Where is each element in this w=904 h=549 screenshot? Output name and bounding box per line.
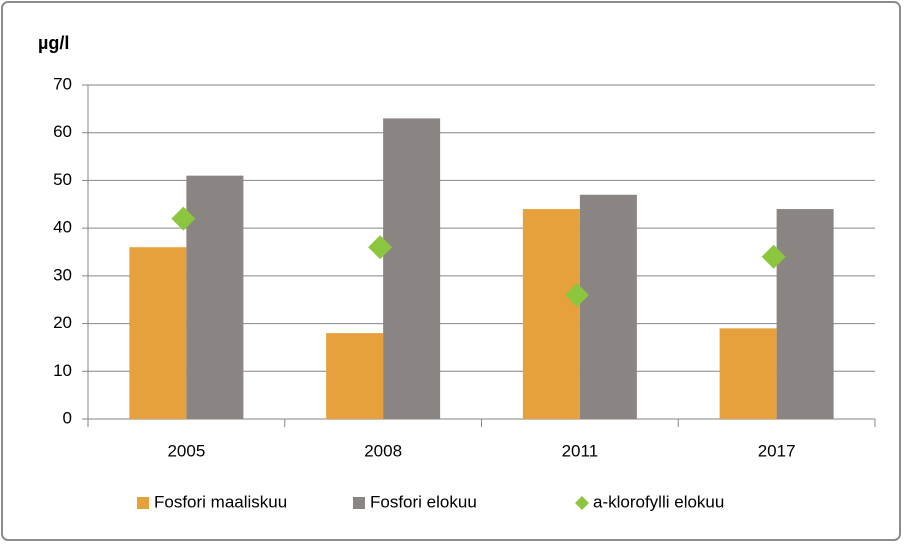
y-axis-label: µg/l — [38, 33, 69, 53]
legend-label: Fosfori maaliskuu — [154, 492, 287, 511]
y-tick-label: 50 — [53, 170, 72, 189]
y-tick-label: 20 — [53, 313, 72, 332]
legend-swatch — [353, 497, 365, 509]
bar — [129, 247, 187, 419]
x-tick-label: 2008 — [364, 441, 402, 460]
bar — [776, 209, 834, 419]
marker — [171, 206, 196, 231]
marker — [761, 244, 786, 269]
x-tick-label: 2011 — [562, 441, 599, 460]
marker — [368, 235, 393, 260]
x-tick-label: 2005 — [167, 441, 205, 460]
y-tick-label: 10 — [53, 361, 72, 380]
bar — [383, 118, 441, 420]
y-tick-label: 30 — [53, 265, 72, 284]
y-tick-label: 40 — [53, 218, 72, 237]
bar — [719, 328, 777, 419]
bar — [326, 333, 384, 419]
legend-swatch — [137, 497, 149, 509]
legend-label: a-klorofylli elokuu — [593, 492, 724, 511]
y-tick-label: 70 — [53, 74, 72, 93]
legend-marker — [575, 496, 589, 510]
bar — [579, 194, 637, 419]
marker — [564, 282, 589, 307]
x-tick-label: 2017 — [758, 441, 796, 460]
y-tick-label: 0 — [63, 408, 72, 427]
legend-label: Fosfori elokuu — [370, 492, 477, 511]
bar — [522, 209, 580, 419]
bar — [186, 175, 244, 419]
y-tick-label: 60 — [53, 122, 72, 141]
